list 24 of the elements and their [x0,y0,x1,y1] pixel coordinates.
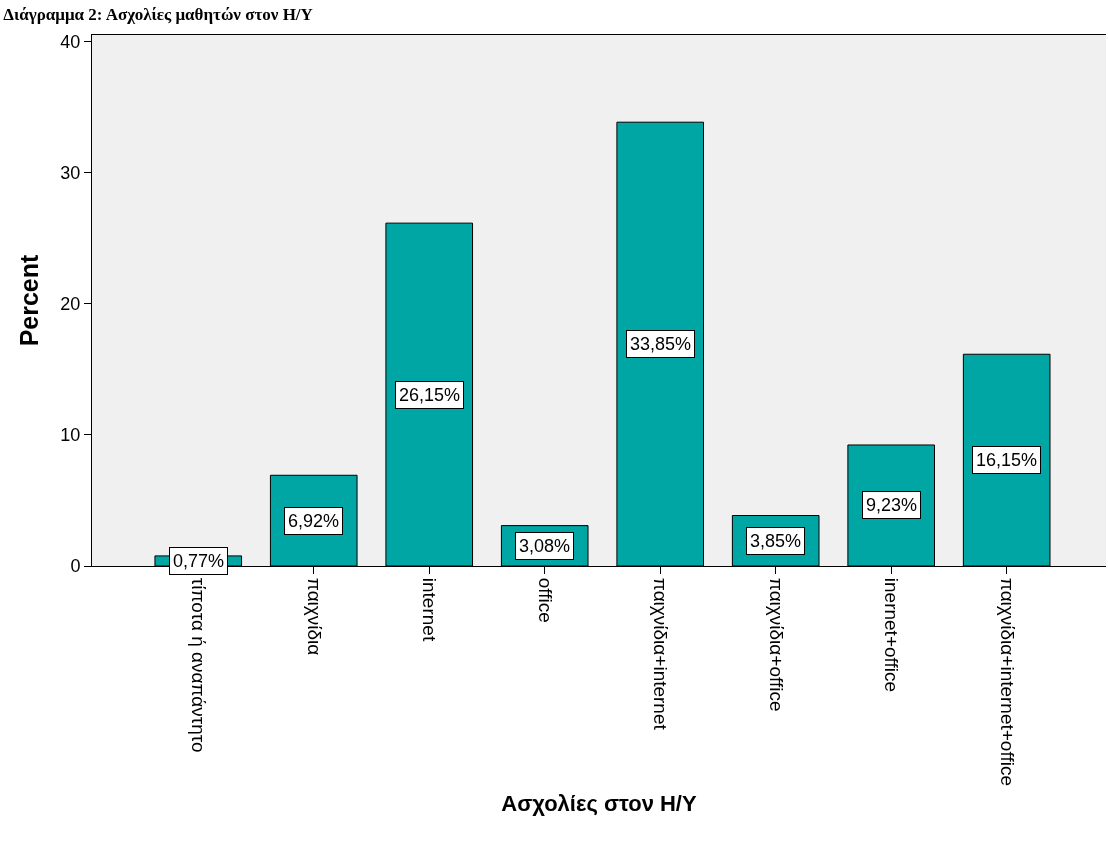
y-tick-label: 10 [60,425,81,446]
data-label: 33,85% [630,334,692,354]
x-tick-label: office [534,577,556,623]
x-tick-label: inernet+office [881,577,903,693]
x-tick-label: παιχνίδια [303,577,325,656]
data-label: 3,08% [519,536,571,556]
y-tick-label: 40 [60,31,81,52]
data-label: 3,85% [750,531,802,551]
x-tick-label: παιχνίδια+internet [650,577,672,731]
chart-title: Διάγραμμα 2: Ασχολίες μαθητών στον Η/Υ [3,4,313,24]
y-tick-label: 30 [60,162,81,183]
data-label: 0,77% [173,551,225,571]
y-tick-label: 20 [60,294,81,315]
y-axis-title: Percent [15,253,44,347]
data-label: 6,92% [288,511,340,531]
x-tick-label: internet [419,577,441,642]
data-label: 9,23% [866,495,918,515]
x-tick-label: τίποτα ή αναπάντητο [188,577,210,753]
x-axis-title: Ασχολίες στον Η/Υ [501,790,697,816]
x-tick-label: παιχνίδια+internet+office [996,577,1018,786]
y-tick-label: 0 [70,556,81,577]
data-label: 26,15% [399,385,461,405]
data-label: 16,15% [976,450,1038,470]
x-tick-label: παιχνίδια+office [765,577,787,712]
